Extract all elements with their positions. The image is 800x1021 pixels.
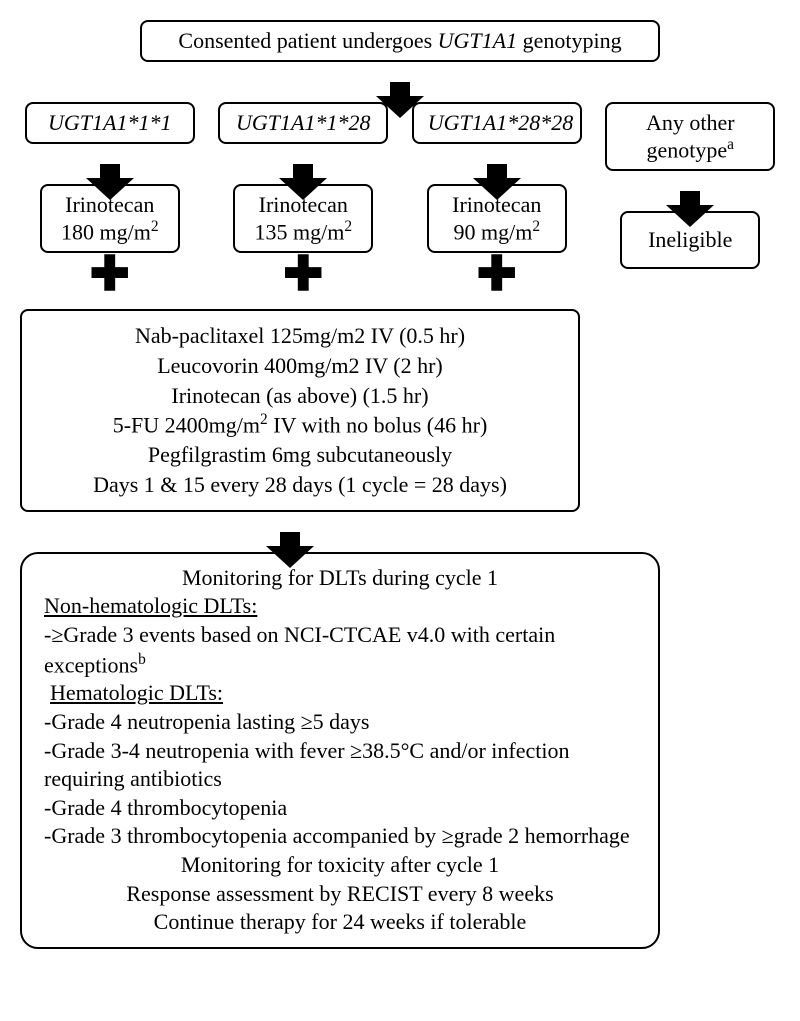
geno-col-4: Any other genotypea Ineligible — [601, 102, 781, 309]
genotype-box-2: UGT1A1*1*28 — [218, 102, 388, 144]
genotype-row: UGT1A1*1*1 Irinotecan 180 mg/m2 ✚ UGT1A1… — [20, 102, 780, 309]
regimen-r6: Days 1 & 15 every 28 days (1 cycle = 28 … — [42, 470, 558, 500]
geno-col-2: UGT1A1*1*28 Irinotecan 135 mg/m2 ✚ — [214, 102, 394, 309]
dose3-l2: 90 mg/m — [453, 219, 532, 244]
plus-1: ✚ — [90, 257, 130, 293]
geno-col-1: UGT1A1*1*1 Irinotecan 180 mg/m2 ✚ — [20, 102, 200, 309]
h4: -Grade 3 thrombocytopenia accompanied by… — [44, 822, 636, 851]
nh1-text: -≥Grade 3 events based on NCI-CTCAE v4.0… — [44, 622, 555, 677]
regimen-box: Nab-paclitaxel 125mg/m2 IV (0.5 hr) Leuc… — [20, 309, 580, 511]
genotype-box-1: UGT1A1*1*1 — [25, 102, 195, 144]
dose3-sup: 2 — [532, 218, 540, 235]
nh1: -≥Grade 3 events based on NCI-CTCAE v4.0… — [44, 621, 636, 680]
plus-3: ✚ — [477, 257, 517, 293]
other-l2: genotype — [647, 137, 728, 162]
r4-pre: 5-FU 2400mg/m — [113, 413, 260, 438]
regimen-r3: Irinotecan (as above) (1.5 hr) — [42, 381, 558, 411]
plus-2: ✚ — [283, 257, 323, 293]
monitor-box: Monitoring for DLTs during cycle 1 Non-h… — [20, 552, 660, 949]
dose2-l2: 135 mg/m — [254, 219, 344, 244]
nh1-sup: b — [138, 651, 146, 668]
genotype-box-3: UGT1A1*28*28 — [412, 102, 582, 144]
h1: -Grade 4 neutropenia lasting ≥5 days — [44, 708, 636, 737]
monitor-heading: Monitoring for DLTs during cycle 1 — [44, 564, 636, 593]
geno-col-3: UGT1A1*28*28 Irinotecan 90 mg/m2 ✚ — [407, 102, 587, 309]
hem-label: Hematologic DLTs: — [50, 679, 636, 708]
after1: Monitoring for toxicity after cycle 1 — [44, 851, 636, 880]
dose1-l2: 180 mg/m — [61, 219, 151, 244]
title-prefix: Consented patient undergoes — [178, 28, 437, 53]
title-gene: UGT1A1 — [438, 28, 517, 53]
other-sup: a — [727, 136, 734, 153]
title-suffix: genotyping — [517, 28, 622, 53]
other-l1: Any other — [646, 110, 735, 135]
after2: Response assessment by RECIST every 8 we… — [44, 880, 636, 909]
genotype-box-other: Any other genotypea — [605, 102, 775, 171]
regimen-r4: 5-FU 2400mg/m2 IV with no bolus (46 hr) — [42, 410, 558, 440]
dose1-sup: 2 — [151, 218, 159, 235]
regimen-r5: Pegfilgrastim 6mg subcutaneously — [42, 440, 558, 470]
top-box: Consented patient undergoes UGT1A1 genot… — [140, 20, 660, 62]
flowchart: Consented patient undergoes UGT1A1 genot… — [20, 20, 780, 949]
r4-sup: 2 — [260, 411, 268, 428]
regimen-r2: Leucovorin 400mg/m2 IV (2 hr) — [42, 351, 558, 381]
h2: -Grade 3-4 neutropenia with fever ≥38.5°… — [44, 737, 636, 794]
regimen-r1: Nab-paclitaxel 125mg/m2 IV (0.5 hr) — [42, 321, 558, 351]
r4-post: IV with no bolus (46 hr) — [268, 413, 488, 438]
nonhem-label: Non-hematologic DLTs: — [44, 592, 636, 621]
h3: -Grade 4 thrombocytopenia — [44, 794, 636, 823]
dose2-sup: 2 — [344, 218, 352, 235]
after3: Continue therapy for 24 weeks if tolerab… — [44, 908, 636, 937]
